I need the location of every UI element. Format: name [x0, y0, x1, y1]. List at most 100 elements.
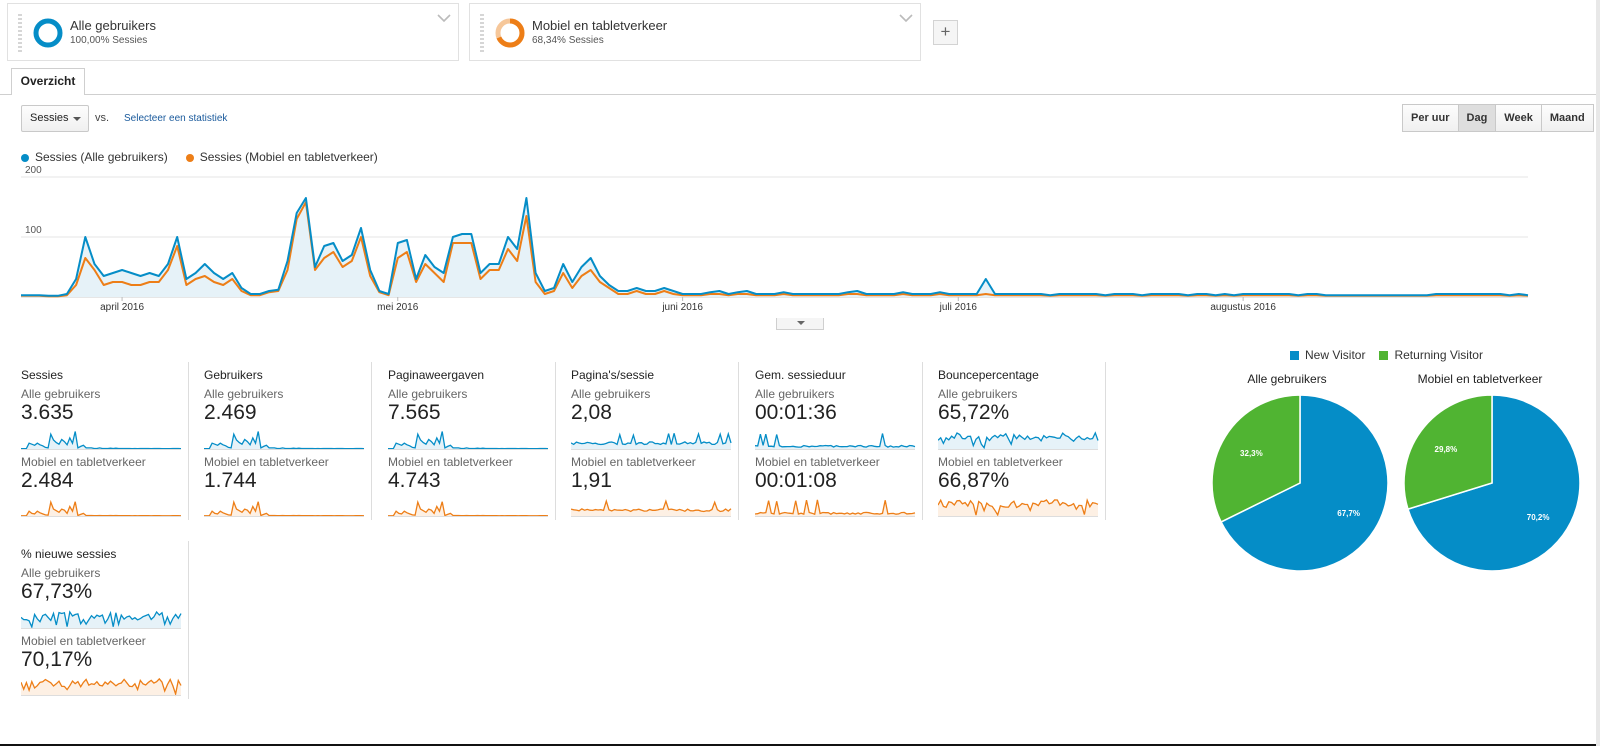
pie-slice-returning-visitor[interactable] [1403, 394, 1493, 511]
metric-value: 2,08 [571, 401, 612, 424]
add-segment-button[interactable]: + [933, 20, 958, 45]
pie-chart-mobile[interactable]: 70,2% 29,8% [1402, 393, 1582, 573]
pie-slice-new-visitor[interactable] [1407, 394, 1581, 572]
metric-block-6[interactable]: % nieuwe sessies Alle gebruikers 67,73% Mob… [21, 541, 189, 703]
legend-label: New Visitor [1305, 348, 1366, 362]
sparkline-all-users [21, 431, 182, 450]
metric-value: 65,72% [938, 401, 1010, 424]
chevron-down-icon[interactable] [436, 12, 452, 24]
x-tick-label: april 2016 [100, 302, 144, 313]
metric-segment-label: Alle gebruikers [571, 387, 651, 401]
sparkline-area [571, 501, 731, 516]
pie-legend-returning-visitor[interactable]: Returning Visitor [1379, 348, 1483, 362]
series-line-all-users[interactable] [21, 197, 1529, 297]
sparkline-all-users [938, 431, 1099, 450]
pie-legend: New Visitor Returning Visitor [1290, 348, 1483, 362]
sparkline-area [21, 501, 181, 516]
legend-square-icon [1290, 351, 1299, 361]
sparkline-mobile [21, 677, 182, 697]
metric-value: 7.565 [388, 401, 441, 424]
granularity-buttons: Per uur Dag Week Maand [1402, 104, 1594, 132]
chart-legend: Sessies (Alle gebruikers) Sessies (Mobie… [21, 150, 378, 164]
metric-block-1[interactable]: Gebruikers Alle gebruikers 2.469 Mobiel en … [204, 362, 372, 524]
metric-divider [922, 362, 923, 520]
sparkline-line [204, 431, 365, 450]
metric-title: Pagina's/sessie [571, 368, 655, 382]
segment-card-mobile[interactable]: Mobiel en tabletverkeer 68,34% Sessies [469, 3, 921, 61]
sparkline-line [938, 431, 1099, 450]
tab-overzicht[interactable]: Overzicht [11, 68, 85, 95]
pie-title: Mobiel en tabletverkeer [1417, 372, 1543, 386]
metric-select-value: Sessies [30, 112, 69, 124]
metric-title: Gem. sessieduur [755, 368, 846, 382]
sparkline-mobile [204, 499, 365, 517]
metric-title: Gebruikers [204, 368, 263, 382]
pie-slice-returning-visitor[interactable] [1211, 394, 1301, 523]
metric-divider [1105, 362, 1106, 520]
metric-value: 67,73% [21, 580, 93, 603]
metric-select[interactable]: Sessies [21, 105, 89, 132]
granularity-week-button[interactable]: Week [1495, 104, 1542, 132]
legend-item-all-users[interactable]: Sessies (Alle gebruikers) [21, 150, 168, 164]
metric-block-0[interactable]: Sessies Alle gebruikers 3.635 Mobiel en tab… [21, 362, 189, 524]
metric-title: Bouncepercentage [938, 368, 1039, 382]
metric-value: 1.744 [204, 469, 257, 492]
metric-block-4[interactable]: Gem. sessieduur Alle gebruikers 00:01:36 Mo… [755, 362, 923, 524]
sparkline-line [21, 431, 182, 450]
metric-block-3[interactable]: Pagina's/sessie Alle gebruikers 2,08 Mobiel… [571, 362, 739, 524]
pie-chart-all-users[interactable]: 67,7% 32,3% [1210, 393, 1390, 573]
metric-segment-label: Alle gebruikers [938, 387, 1018, 401]
chart-expand-toggle[interactable] [776, 318, 824, 330]
sparkline-mobile [21, 499, 182, 517]
y-tick-label: 200 [25, 165, 42, 176]
tab-divider [0, 94, 1600, 95]
sparkline-all-users [21, 610, 182, 629]
sparkline-all-users [755, 433, 916, 450]
granularity-day-button[interactable]: Dag [1457, 104, 1497, 132]
sparkline-area [755, 499, 915, 516]
legend-label: Returning Visitor [1394, 348, 1483, 362]
drag-handle[interactable] [18, 14, 22, 52]
pie-slice-label: 32,3% [1240, 449, 1263, 458]
metric-segment-label: Mobiel en tabletverkeer [571, 455, 696, 469]
segment-card-all-users[interactable]: Alle gebruikers 100,00% Sessies [7, 3, 459, 61]
legend-dot-icon [185, 153, 194, 162]
series-area-all-users [21, 198, 1528, 297]
metric-segment-label: Mobiel en tabletverkeer [21, 634, 146, 648]
metric-divider [188, 541, 189, 699]
sparkline-line [388, 431, 549, 450]
metric-segment-label: Alle gebruikers [388, 387, 468, 401]
granularity-month-button[interactable]: Maand [1540, 104, 1594, 132]
drag-handle[interactable] [480, 14, 484, 52]
granularity-hour-button[interactable]: Per uur [1402, 104, 1459, 132]
metric-value: 1,91 [571, 469, 612, 492]
metric-value: 3.635 [21, 401, 74, 424]
sparkline-line [938, 497, 1099, 517]
legend-item-mobile[interactable]: Sessies (Mobiel en tabletverkeer) [185, 150, 378, 164]
sparkline-line [21, 610, 182, 629]
metric-value: 2.484 [21, 469, 74, 492]
metric-segment-label: Alle gebruikers [204, 387, 284, 401]
sessions-line-chart[interactable]: 200 100 april 2016 mei 2016 juni 2016 juli 20… [0, 162, 1560, 322]
sparkline-mobile [571, 498, 732, 517]
series-line-mobile[interactable] [21, 201, 1529, 298]
metric-block-5[interactable]: Bouncepercentage Alle gebruikers 65,72% Mob… [938, 362, 1106, 524]
select-statistic-link[interactable]: Selecteer een statistiek [124, 113, 228, 124]
scrollbar-track[interactable] [1596, 0, 1600, 746]
sparkline-area [388, 501, 548, 516]
caret-down-icon [73, 117, 81, 121]
pie-slice-new-visitor[interactable] [1220, 394, 1389, 572]
legend-label: Sessies (Alle gebruikers) [35, 150, 168, 164]
pie-legend-new-visitor[interactable]: New Visitor [1290, 348, 1365, 362]
sparkline-area [571, 433, 731, 449]
metric-value: 66,87% [938, 469, 1010, 492]
sparkline-area [21, 431, 181, 449]
segment-donut-icon [33, 18, 63, 48]
metric-segment-label: Mobiel en tabletverkeer [21, 455, 146, 469]
metric-divider [371, 362, 372, 520]
metric-block-2[interactable]: Paginaweergaven Alle gebruikers 7.565 Mobie… [388, 362, 556, 524]
sparkline-area [938, 432, 1098, 449]
y-tick-label: 100 [25, 225, 42, 236]
segment-share: 100,00% Sessies [70, 35, 148, 46]
chevron-down-icon[interactable] [898, 12, 914, 24]
